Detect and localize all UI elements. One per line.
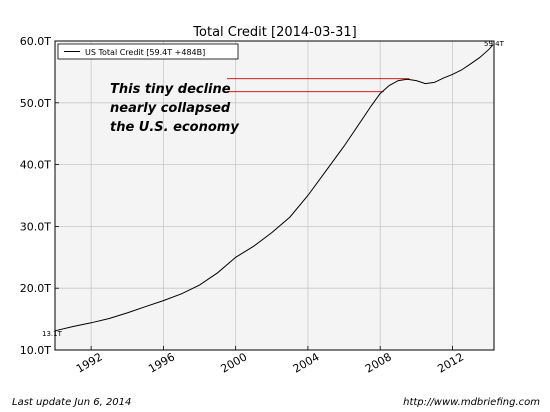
end-value-label: 59.4T xyxy=(484,40,505,48)
x-tick-label: 2012 xyxy=(435,350,466,375)
x-tick-label: 2000 xyxy=(219,350,250,375)
annotation-note-line: nearly collapsed xyxy=(110,101,231,116)
footer-last-update: Last update Jun 6, 2014 xyxy=(12,397,132,408)
plot-area xyxy=(55,41,494,350)
x-tick-label: 1996 xyxy=(146,350,177,375)
footer-source-url: http://www.mdbriefing.com xyxy=(403,397,540,408)
start-value-label: 13.1T xyxy=(42,330,63,338)
x-tick-label: 1992 xyxy=(74,350,105,375)
annotation-note-line: This tiny decline xyxy=(110,82,231,97)
ticks xyxy=(55,40,453,351)
legend-entry: US Total Credit [59.4T +484B] xyxy=(85,48,205,57)
plot-frame xyxy=(54,40,495,351)
x-tick-label: 2004 xyxy=(291,350,322,375)
annotation-note-line: the U.S. economy xyxy=(110,120,239,135)
tick-labels: 1992 1996 2000 2004 2008 2012 10.0T 20.0T 30.0T 4… xyxy=(20,35,466,376)
y-tick-label: 10.0T xyxy=(20,344,51,357)
annotation-note: This tiny decline nearly collapsed the U… xyxy=(110,82,239,135)
y-tick-label: 50.0T xyxy=(20,97,51,110)
y-tick-label: 20.0T xyxy=(20,282,51,295)
y-tick-label: 40.0T xyxy=(20,159,51,172)
series-line xyxy=(54,44,494,332)
chart-title: Total Credit [2014-03-31] xyxy=(192,25,356,40)
grid xyxy=(55,40,494,351)
x-tick-label: 2008 xyxy=(363,350,394,375)
y-tick-label: 60.0T xyxy=(20,35,51,48)
annotation-marker-lines xyxy=(227,78,410,93)
series-group xyxy=(54,44,494,332)
legend: US Total Credit [59.4T +484B] xyxy=(57,43,239,60)
legend-box xyxy=(57,43,239,60)
y-tick-label: 30.0T xyxy=(20,220,51,233)
